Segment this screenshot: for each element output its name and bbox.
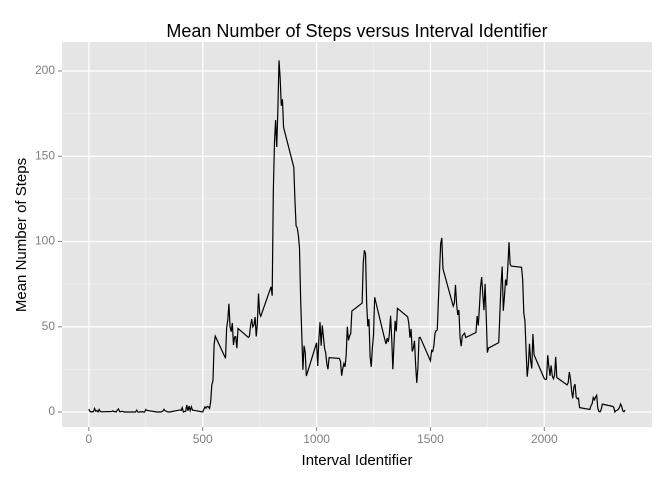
x-tick-label: 2000 xyxy=(531,432,558,446)
x-axis-label: Interval Identifier xyxy=(302,452,413,469)
y-tick-label: 0 xyxy=(48,404,55,418)
x-tick-label: 0 xyxy=(86,432,93,446)
y-tick-label: 150 xyxy=(35,148,55,162)
x-tick-label: 1500 xyxy=(417,432,444,446)
y-tick-label: 50 xyxy=(42,319,56,333)
y-tick-label: 100 xyxy=(35,234,55,248)
x-tick-label: 1000 xyxy=(303,432,330,446)
y-axis-label: Mean Number of Steps xyxy=(13,158,30,312)
line xyxy=(88,60,626,414)
panel xyxy=(62,42,652,427)
chart-title: Mean Number of Steps versus Interval Ide… xyxy=(166,21,547,41)
x-tick-label: 500 xyxy=(193,432,213,446)
y-tick-label: 200 xyxy=(35,63,55,77)
